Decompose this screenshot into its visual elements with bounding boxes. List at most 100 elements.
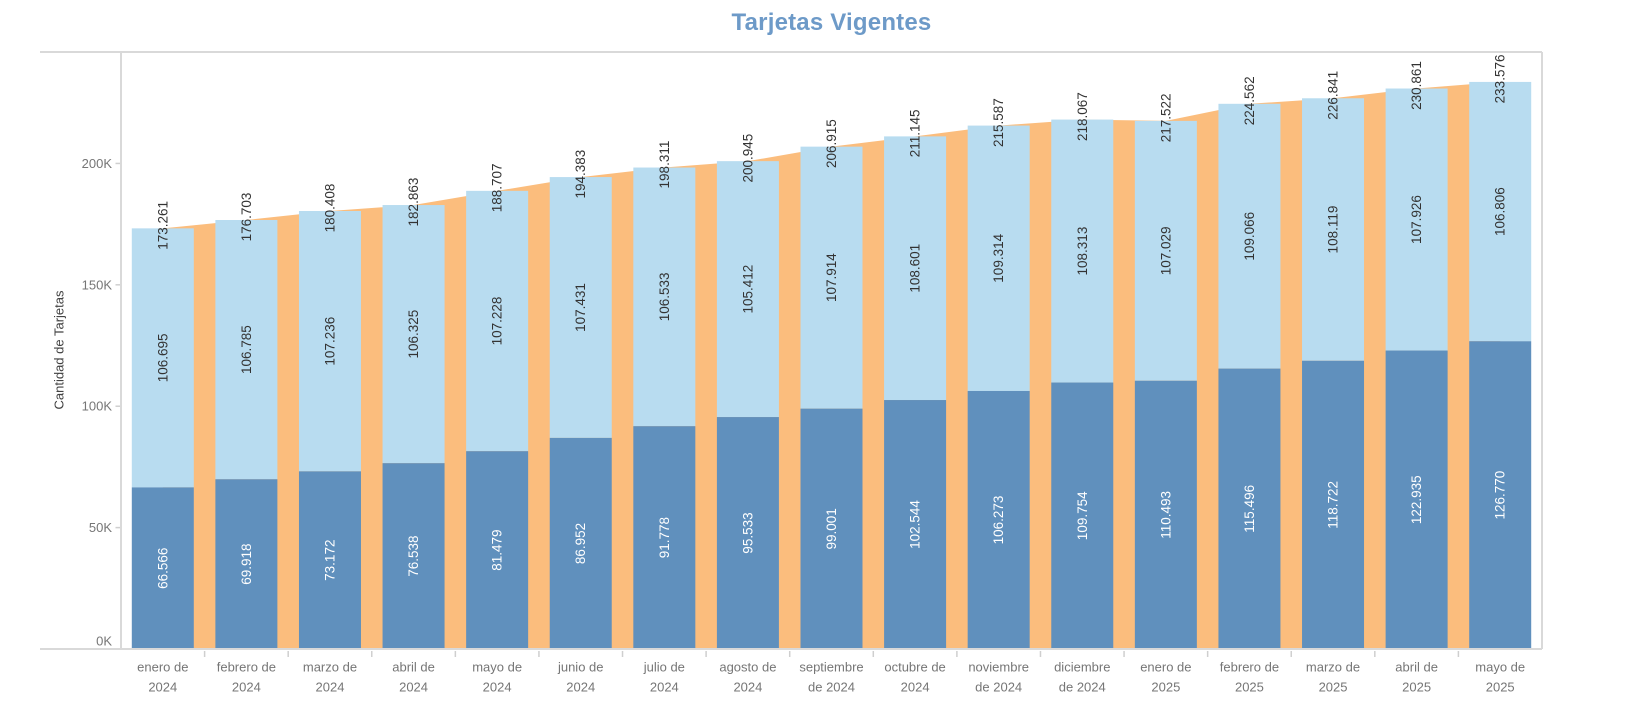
bar-segment-bottom[interactable] [1469,341,1532,649]
x-axis-label[interactable]: enero de 2024 [137,660,188,695]
bottom-segment-value-label: 91.778 [657,517,672,558]
bar-segment-top[interactable] [215,219,278,480]
bar-segment-bottom[interactable] [131,487,194,649]
x-axis-label[interactable]: agosto de 2024 [719,660,776,695]
bottom-segment-value-label: 118.722 [1326,481,1341,529]
x-axis-label-line: 2024 [566,680,595,695]
bottom-segment-value-label: 126.770 [1493,471,1508,520]
bar-segment-top[interactable] [884,136,947,401]
bar-segment-bottom[interactable] [633,426,696,649]
total-value-label: 182.863 [406,178,421,227]
bar-segment-top[interactable] [298,211,361,472]
x-axis-label-line: agosto de [719,660,776,675]
bar-segment-top[interactable] [1134,120,1197,381]
bar-segment-bottom[interactable] [549,437,612,649]
chart-title: Tarjetas Vigentes [731,9,932,36]
bar-segment-bottom[interactable] [215,479,278,649]
x-axis-label-line: 2024 [901,680,930,695]
x-axis-label-line: de 2024 [808,680,855,695]
x-axis-label-line: marzo de [1306,660,1360,675]
total-value-label: 211.145 [908,109,923,157]
x-axis-label-line: enero de [1140,660,1191,675]
top-segment-value-label: 107.236 [322,317,337,366]
x-axis-label-line: 2025 [1402,680,1431,695]
bar-segment-top[interactable] [967,125,1030,391]
total-value-label: 198.311 [657,141,672,189]
x-axis-label[interactable]: febrero de 2024 [217,660,276,695]
x-axis-label-line: 2024 [733,680,762,695]
bottom-segment-value-label: 66.566 [155,548,170,589]
bar-segment-top[interactable] [1218,103,1281,369]
bar-segment-bottom[interactable] [967,390,1030,649]
bar-segment-bottom[interactable] [382,463,445,649]
total-value-label: 206.915 [824,119,839,168]
total-value-label: 180.408 [322,184,337,233]
bottom-segment-value-label: 99.001 [824,508,839,549]
bar-segment-top[interactable] [131,228,194,488]
bar-segment-top[interactable] [633,167,696,427]
bar-segment-top[interactable] [466,190,529,452]
top-segment-value-label: 108.601 [908,244,923,293]
x-axis-label-line: noviembre [968,660,1029,675]
top-segment-value-label: 107.029 [1158,226,1173,275]
total-value-label: 194.383 [573,150,588,199]
bottom-segment-value-label: 110.493 [1158,491,1173,539]
x-axis-label[interactable]: marzo de 2024 [303,660,357,695]
x-axis-label[interactable]: julio de 2024 [643,660,685,695]
bar-segment-top[interactable] [1469,81,1532,342]
x-axis-label-line: septiembre [799,660,863,675]
y-axis-tick-label: 150K [82,277,113,292]
x-axis-label[interactable]: abril de 2024 [392,660,435,695]
bar-segment-bottom[interactable] [716,417,779,649]
x-axis-label[interactable]: mayo de 2024 [472,660,522,695]
bar-segment-top[interactable] [1302,98,1365,361]
x-axis-label[interactable]: noviembre de 2024 [968,660,1029,695]
x-axis-label[interactable]: octubre de 2024 [884,660,945,695]
x-axis-label[interactable]: marzo de 2025 [1306,660,1360,695]
bar-segment-top[interactable] [716,161,779,418]
bar-segment-bottom[interactable] [298,471,361,649]
bar-segment-top[interactable] [549,177,612,438]
total-value-label: 224.562 [1242,76,1257,125]
bar-segment-top[interactable] [1051,119,1114,383]
bottom-segment-value-label: 81.479 [490,529,505,570]
bar-segment-bottom[interactable] [800,408,863,649]
bar-segment-top[interactable] [800,146,863,409]
x-axis-label-line: marzo de [303,660,357,675]
bar-segment-bottom[interactable] [884,400,947,649]
total-value-label: 176.703 [239,193,254,242]
top-segment-value-label: 108.313 [1075,227,1090,276]
top-segment-value-label: 106.785 [239,325,254,374]
x-axis-label[interactable]: septiembre de 2024 [799,660,863,695]
x-axis-label-line: mayo de [472,660,522,675]
bar-segment-bottom[interactable] [1134,380,1197,649]
x-axis-label-line: de 2024 [975,680,1022,695]
top-segment-value-label: 106.806 [1493,187,1508,236]
x-axis-label-line: 2025 [1151,680,1180,695]
bar-segment-bottom[interactable] [1051,382,1114,649]
top-segment-value-label: 109.066 [1242,212,1257,261]
bottom-segment-value-label: 109.754 [1075,491,1090,540]
x-axis-label-line: 2024 [232,680,261,695]
bottom-segment-value-label: 86.952 [573,523,588,564]
bar-segment-bottom[interactable] [1302,360,1365,649]
x-axis-label-line: 2025 [1235,680,1264,695]
bar-segment-bottom[interactable] [1218,368,1281,649]
x-axis-label[interactable]: junio de 2024 [557,660,604,695]
x-axis-label[interactable]: diciembre de 2024 [1054,660,1110,695]
x-axis-label[interactable]: enero de 2025 [1140,660,1191,695]
bar-segment-bottom[interactable] [1385,350,1448,649]
top-segment-value-label: 107.914 [824,253,839,302]
x-axis-label[interactable]: mayo de 2025 [1475,660,1525,695]
top-segment-value-label: 108.119 [1326,206,1341,254]
bottom-segment-value-label: 73.172 [322,540,337,581]
bar-segment-top[interactable] [382,205,445,464]
top-segment-value-label: 106.533 [657,272,672,321]
x-axis-label[interactable]: abril de 2025 [1395,660,1438,695]
x-axis-label-line: febrero de [217,660,276,675]
total-value-label: 215.587 [991,98,1006,147]
x-axis-label[interactable]: febrero de 2025 [1220,660,1279,695]
bottom-segment-value-label: 95.533 [740,512,755,553]
bar-segment-bottom[interactable] [466,451,529,649]
bar-segment-top[interactable] [1385,88,1448,351]
